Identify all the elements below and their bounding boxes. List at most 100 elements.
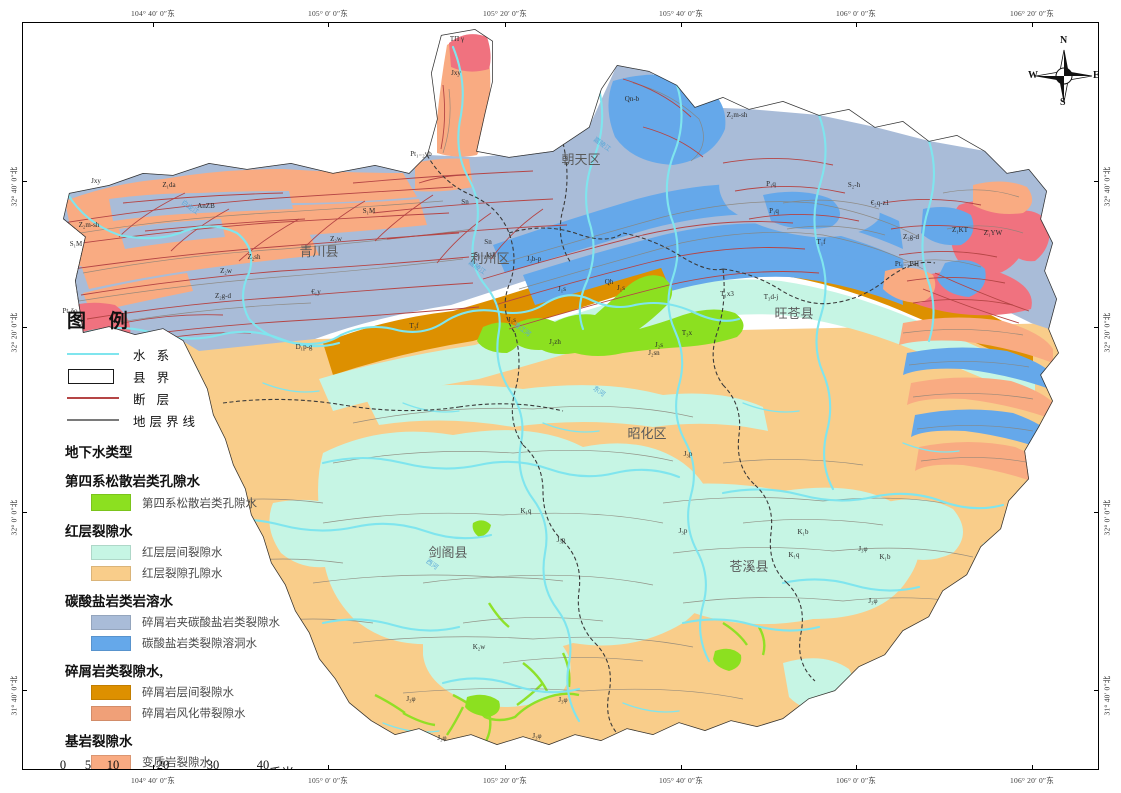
graticule-tick: [856, 22, 857, 27]
water-system-symbol: [67, 347, 119, 361]
geology-code-label: T₁f: [816, 238, 826, 246]
geology-code-label: P₁q: [766, 180, 776, 188]
latitude-tick-label: 32° 0′ 0″北: [9, 499, 19, 536]
geology-code-label: J₃b-p: [527, 255, 542, 263]
geology-code-label: AnZB: [197, 202, 215, 210]
legend-item-stratum-boundary: 地层界线: [63, 410, 313, 430]
county-name-label: 利州区: [470, 252, 509, 267]
compass-south-label: S: [1060, 97, 1066, 108]
scale-bar-tick-label: 5: [84, 758, 92, 769]
graticule-tick: [681, 22, 682, 27]
legend-item-label: 断 层: [133, 392, 174, 407]
geology-code-label: J₃φ: [868, 597, 877, 605]
compass-rose: N S W E: [1027, 35, 1098, 113]
geology-code-label: Z₂m-sh: [727, 111, 748, 119]
geology-code-label: J₃φ: [558, 696, 567, 704]
legend-color-swatch: [91, 705, 131, 721]
longitude-tick-label: 105° 20′ 0″东: [483, 9, 527, 18]
latitude-tick-label: 32° 40′ 0″北: [9, 166, 19, 207]
geology-code-label: J₃p: [557, 536, 566, 544]
graticule-tick: [1094, 690, 1099, 691]
geology-code-label: Sn: [484, 238, 492, 246]
graticule-tick: [22, 327, 27, 328]
longitude-tick-label: 106° 0′ 0″东: [836, 776, 876, 785]
geology-code-label: K₁q: [789, 551, 800, 559]
latitude-tick-label: 31° 40′ 0″北: [1102, 675, 1112, 716]
longitude-tick-label: 105° 20′ 0″东: [483, 776, 527, 785]
graticule-tick: [1094, 327, 1099, 328]
geology-code-label: Pt₁₋₂BH: [895, 260, 919, 268]
legend-color-swatch: [91, 614, 131, 630]
geology-code-label: Z₁YW: [984, 229, 1003, 237]
geology-code-label: Z₂w: [220, 267, 233, 275]
geology-code-label: T₃x: [682, 329, 693, 337]
latitude-tick-label: 32° 20′ 0″北: [1102, 312, 1112, 353]
longitude-tick-label: 105° 0′ 0″东: [308, 9, 348, 18]
geology-code-label: Jxy: [451, 69, 461, 77]
graticule-tick: [22, 512, 27, 513]
legend-swatch-label: 碎屑岩风化带裂隙水: [142, 708, 246, 720]
latitude-tick-label: 31° 40′ 0″北: [9, 675, 19, 716]
legend-title: 图 例: [67, 311, 137, 332]
county-name-label: 昭化区: [627, 427, 666, 442]
legend-swatch-row: 变质岩裂隙水: [63, 754, 313, 769]
legend-groundwater-heading: 地下水类型: [65, 445, 133, 460]
geology-code-label: Z₂m-sh: [79, 221, 100, 229]
county-name-label: 剑阁县: [428, 545, 467, 561]
legend-color-swatch: [91, 565, 131, 581]
legend-color-swatch: [91, 754, 131, 769]
geology-code-label: K₁b: [798, 528, 809, 536]
geology-code-label: Pt₁₋₂yb: [410, 150, 432, 158]
geology-code-label: Z₂g-d: [903, 233, 920, 241]
compass-north-label: N: [1060, 35, 1068, 46]
longitude-tick-label: 104° 40′ 0″东: [131, 9, 175, 18]
geology-code-label: J₃φ: [858, 545, 867, 553]
graticule-tick: [1094, 512, 1099, 513]
county-boundary-symbol: [67, 369, 119, 384]
geology-code-label: J₃p: [679, 527, 688, 535]
geology-code-label: J₃zh: [549, 338, 561, 346]
latitude-tick-label: 32° 0′ 0″北: [1102, 499, 1112, 536]
legend-item-fault: 断 层: [63, 388, 313, 408]
geology-code-label: €₁y: [311, 288, 321, 296]
geology-code-label: P₁q: [769, 207, 779, 215]
legend-group-heading: 红层裂隙水: [65, 524, 133, 539]
latitude-tick-label: 32° 20′ 0″北: [9, 312, 19, 353]
geology-code-label: K₂w: [473, 643, 486, 651]
geology-code-label: Qh: [605, 278, 614, 286]
compass-east-label: E: [1093, 70, 1098, 81]
legend-item-label: 水 系: [133, 348, 174, 363]
scale-bar-numbers: 0 5 10 20 30 40: [60, 758, 313, 769]
geology-code-label: ТП γ: [450, 35, 464, 43]
legend-item-label: 县 界: [133, 370, 174, 385]
geology-code-label: K₁q: [521, 507, 532, 515]
geology-code-label: J₁s: [508, 316, 516, 324]
map-neatline: ТП γ Jxy Jxy Pt₁₋₂yb Z₁da AnZB Z₂m-sh S₁M Z₂sh Z₂…: [22, 22, 1099, 770]
longitude-tick-label: 106° 0′ 0″东: [836, 9, 876, 18]
geology-code-label: Z₂sh: [248, 253, 261, 261]
legend-line-symbols: 水 系县 界断 层地层界线: [63, 344, 313, 430]
graticule-tick: [328, 765, 329, 770]
graticule-tick: [505, 22, 506, 27]
stratum-boundary-symbol: [67, 413, 119, 427]
geology-code-label: T₁x3: [720, 290, 734, 298]
legend-color-swatch: [91, 544, 131, 560]
graticule-tick: [22, 181, 27, 182]
geology-code-label: Z₁KT: [952, 226, 969, 234]
legend-swatch-label: 红层裂隙孔隙水: [142, 568, 223, 580]
longitude-tick-label: 105° 40′ 0″东: [659, 9, 703, 18]
latitude-tick-label: 32° 40′ 0″北: [1102, 166, 1112, 207]
scale-bar: 0 5 10 20 30 40 千米: [60, 758, 313, 769]
legend-swatch-row: 第四系松散岩类孔隙水: [63, 494, 313, 511]
geology-code-label: T₃d-j: [764, 293, 779, 301]
legend-group-heading: 碎屑岩类裂隙水,: [65, 664, 163, 679]
geology-code-label: J₂sn: [648, 349, 660, 357]
longitude-tick-label: 105° 0′ 0″东: [308, 776, 348, 785]
legend-group-heading: 第四系松散岩类孔隙水: [65, 474, 200, 489]
geology-code-label: J₃p: [684, 450, 693, 458]
county-name-label: 旺苍县: [774, 307, 813, 322]
map-geology-layers: ТП γ Jxy Jxy Pt₁₋₂yb Z₁da AnZB Z₂m-sh S₁M Z₂sh Z₂…: [62, 29, 1059, 745]
legend-swatch-label: 变质岩裂隙水: [142, 757, 211, 769]
